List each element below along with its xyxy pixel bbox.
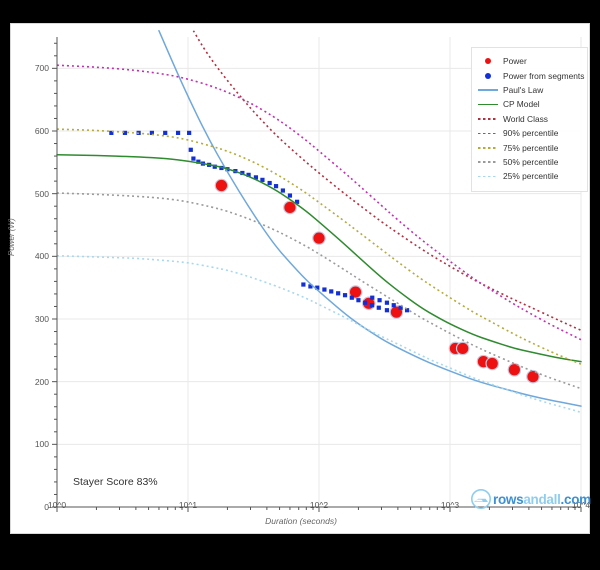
legend-item-label: Power from segments (503, 70, 585, 81)
legend-swatch-icon (477, 127, 499, 139)
legend-item-label: World Class (503, 113, 548, 124)
legend-item-label: 25% percentile (503, 171, 559, 182)
legend-item[interactable]: 50% percentile (477, 155, 582, 169)
y-tick-label: 700 (34, 63, 49, 74)
y-axis-label: Power (W) (7, 218, 16, 256)
legend-swatch-icon (477, 156, 499, 168)
legend-item-label: Paul's Law (503, 84, 544, 95)
legend-item-label: CP Model (503, 99, 540, 110)
legend-swatch-icon (477, 84, 499, 96)
legend-item[interactable]: World Class (477, 112, 582, 126)
chart-legend: Power Power from segments Paul's Law CP Mod… (471, 47, 588, 192)
series-world-class (192, 30, 582, 332)
series-50-percentile (56, 192, 582, 390)
watermark-text: rowsandall.com (493, 491, 591, 507)
series-25-percentile (56, 254, 582, 414)
x-tick-label: 10^0 (47, 500, 67, 510)
y-tick-label: 200 (34, 376, 49, 387)
rowing-boat-icon (471, 489, 491, 509)
legend-item[interactable]: 75% percentile (477, 140, 582, 154)
watermark: rowsandall.com (470, 489, 591, 509)
legend-item-label: 50% percentile (503, 156, 559, 167)
legend-swatch-icon (477, 142, 499, 154)
legend-swatch-icon (477, 170, 499, 182)
legend-item[interactable]: Paul's Law (477, 83, 582, 97)
series-cp-model (56, 154, 582, 363)
series-90-percentile (56, 64, 582, 341)
series-75-percentile (56, 128, 582, 365)
y-tick-label: 0 (44, 502, 49, 512)
x-tick-label: 10^1 (178, 500, 198, 510)
x-axis-label: Duration (seconds) (265, 516, 337, 526)
legend-swatch-icon (477, 98, 499, 110)
x-tick-label: 10^3 (440, 500, 460, 510)
legend-swatch-icon (477, 113, 499, 125)
chart-figure: 0 100 200 300 400 500 600 700 10^0 10^1 10^2 10^3 1… (7, 23, 591, 534)
series-layer (56, 29, 582, 414)
legend-item-label: 90% percentile (503, 128, 559, 139)
legend-swatch-icon (477, 70, 499, 82)
legend-item[interactable]: 25% percentile (477, 169, 582, 183)
legend-item[interactable]: 90% percentile (477, 126, 582, 140)
legend-item[interactable]: CP Model (477, 97, 582, 111)
legend-item-label: Power (503, 56, 527, 67)
legend-item[interactable]: Power (477, 54, 582, 68)
y-tick-label: 400 (34, 251, 49, 262)
y-tick-label: 600 (34, 126, 49, 136)
y-tick-label: 500 (34, 188, 49, 199)
axis-layer (52, 37, 582, 512)
y-tick-label: 100 (34, 439, 49, 450)
y-tick-label: 300 (34, 314, 49, 324)
legend-item[interactable]: Power from segments (477, 68, 585, 82)
legend-item-label: 75% percentile (503, 142, 559, 153)
legend-swatch-icon (477, 55, 499, 67)
stayer-score-annotation: Stayer Score 83% (73, 476, 158, 488)
x-tick-label: 10^4 (571, 500, 591, 510)
x-tick-label: 10^2 (309, 500, 329, 510)
